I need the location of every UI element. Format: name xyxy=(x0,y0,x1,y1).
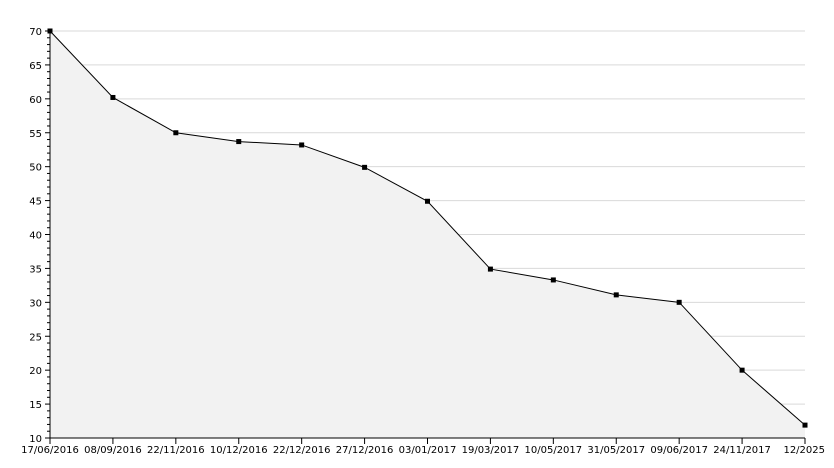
data-point xyxy=(739,367,745,373)
data-point xyxy=(802,422,808,428)
y-tick-labels: 10 15 20 25 30 35 40 45 50 55 60 65 70 xyxy=(29,27,42,445)
x-tick-label: 24/11/2017 xyxy=(713,445,771,456)
x-tick-label: 31/05/2017 xyxy=(587,445,645,456)
data-point xyxy=(236,139,242,145)
y-tick-label: 15 xyxy=(29,400,42,411)
x-tick-label: 10/05/2017 xyxy=(525,445,583,456)
data-point xyxy=(676,299,682,305)
y-tick-label: 30 xyxy=(29,298,42,309)
x-tick-label: 12/2025 xyxy=(783,445,825,456)
axes xyxy=(45,30,806,444)
y-tick-label: 20 xyxy=(29,366,42,377)
x-tick-label: 27/12/2016 xyxy=(336,445,394,456)
x-tick-label: 09/06/2017 xyxy=(650,445,708,456)
data-point xyxy=(173,130,179,136)
x-tick-label: 08/09/2016 xyxy=(84,445,142,456)
y-tick-label: 35 xyxy=(29,264,42,275)
y-tick-label: 65 xyxy=(29,61,42,72)
x-tick-label: 19/03/2017 xyxy=(462,445,520,456)
x-tick-labels: 17/06/2016 08/09/2016 22/11/2016 10/12/2016… xyxy=(21,445,825,456)
y-tick-label: 40 xyxy=(29,231,42,242)
y-tick-label: 25 xyxy=(29,332,42,343)
y-tick-label: 55 xyxy=(29,129,42,140)
data-point xyxy=(362,164,368,170)
x-tick-label: 10/12/2016 xyxy=(210,445,268,456)
data-point xyxy=(299,142,305,148)
y-tick-label: 60 xyxy=(29,95,42,106)
x-tick-label: 17/06/2016 xyxy=(21,445,79,456)
data-point xyxy=(425,198,430,204)
y-tick-label: 10 xyxy=(29,434,42,445)
data-points xyxy=(47,28,808,428)
y-tick-label: 45 xyxy=(29,197,42,208)
data-point xyxy=(110,94,116,100)
data-point xyxy=(47,28,53,34)
data-point xyxy=(613,292,619,298)
area-fill xyxy=(50,31,805,438)
x-tick-label: 22/12/2016 xyxy=(273,445,331,456)
y-tick-label: 70 xyxy=(29,27,42,38)
y-tick-label: 50 xyxy=(29,163,42,174)
data-point xyxy=(487,266,493,272)
data-point xyxy=(550,277,556,283)
x-tick-label: 22/11/2016 xyxy=(147,445,205,456)
x-tick-label: 03/01/2017 xyxy=(399,445,457,456)
